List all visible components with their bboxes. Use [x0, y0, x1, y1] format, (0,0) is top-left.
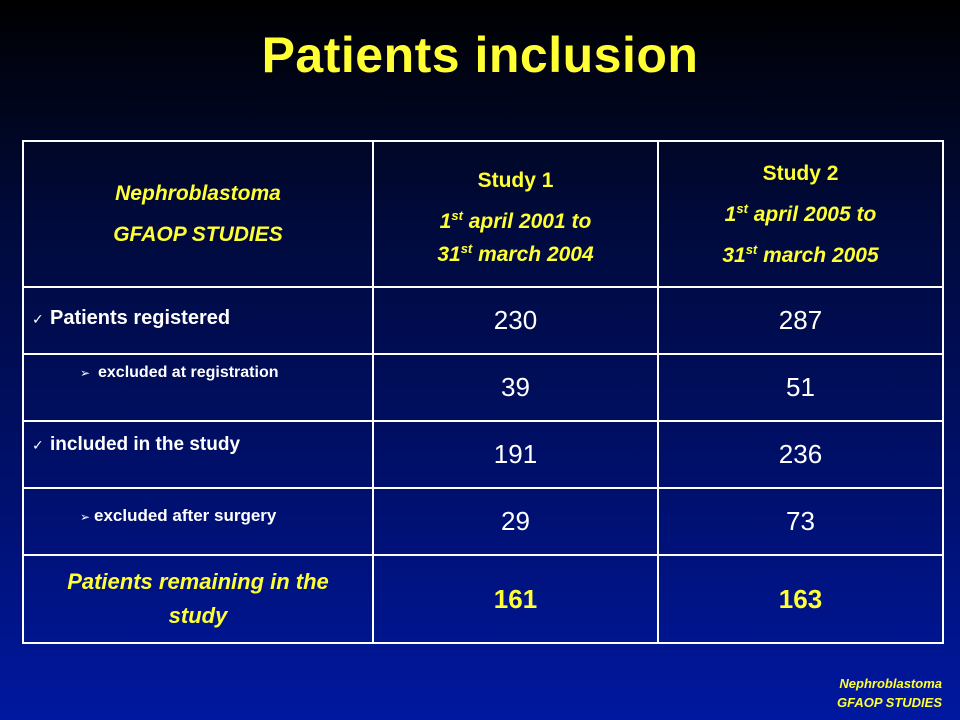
total-label: Patients remaining in the study	[67, 569, 329, 628]
total-value-cell: 161	[372, 554, 659, 644]
header-cell-study-2: Study 2 1st april 2005 to 31st march 200…	[657, 140, 944, 288]
total-value-cell: 163	[657, 554, 944, 644]
value-cell: 51	[657, 353, 944, 422]
header-line: Study 2	[762, 161, 839, 185]
row-label-text: excluded after surgery	[94, 505, 277, 525]
header-line: Study 1	[477, 169, 554, 192]
value-cell: 73	[657, 487, 944, 556]
header-date-start: 1st april 2005 to	[724, 200, 877, 226]
table-row: ✓ Patients registered 230 287	[22, 286, 944, 355]
table-row: ✓ included in the study 191 236	[22, 420, 944, 489]
row-label-text: included in the study	[50, 433, 241, 455]
table-row: ➢ excluded after surgery 29 73	[22, 487, 944, 556]
total-row: Patients remaining in the study 161 163	[22, 554, 944, 644]
row-label: ➢ excluded after surgery	[22, 487, 374, 556]
row-label: ✓ included in the study	[22, 420, 374, 489]
value-cell: 230	[372, 286, 659, 355]
header-date-end: 31st march 2004	[437, 241, 594, 266]
row-label-text: Patients registered	[50, 307, 231, 329]
value-cell: 191	[372, 420, 659, 489]
header-date-end: 31st march 2005	[722, 241, 879, 267]
header-row: Nephroblastoma GFAOP STUDIES Study 1 1st…	[22, 140, 944, 288]
row-label: ➢ excluded at registration	[22, 353, 374, 422]
header-line: GFAOP STUDIES	[113, 223, 283, 246]
row-label: ✓ Patients registered	[22, 286, 374, 355]
header-cell-study-1: Study 1 1st april 2001 to 31st march 200…	[372, 140, 659, 288]
value-cell: 236	[657, 420, 944, 489]
slide-title: Patients inclusion	[261, 27, 699, 83]
table-row: ➢ excluded at registration 39 51	[22, 353, 944, 422]
header-date-start: 1st april 2001 to	[439, 208, 592, 233]
value-cell: 39	[372, 353, 659, 422]
arrow-bullet-icon: ➢	[80, 509, 91, 524]
arrow-bullet-icon: ➢	[80, 365, 91, 380]
header-line: Nephroblastoma	[115, 182, 281, 205]
row-label-text: excluded at registration	[98, 363, 279, 381]
checkmark-icon: ✓	[32, 311, 44, 327]
footer-caption: Nephroblastoma GFAOP STUDIES	[837, 674, 942, 712]
checkmark-icon: ✓	[32, 436, 44, 453]
footer-line: GFAOP STUDIES	[837, 695, 942, 710]
total-label-cell: Patients remaining in the study	[22, 554, 374, 644]
inclusion-table: Nephroblastoma GFAOP STUDIES Study 1 1st…	[22, 140, 944, 644]
header-cell-study-name: Nephroblastoma GFAOP STUDIES	[22, 140, 374, 288]
value-cell: 287	[657, 286, 944, 355]
footer-line: Nephroblastoma	[839, 676, 942, 691]
value-cell: 29	[372, 487, 659, 556]
